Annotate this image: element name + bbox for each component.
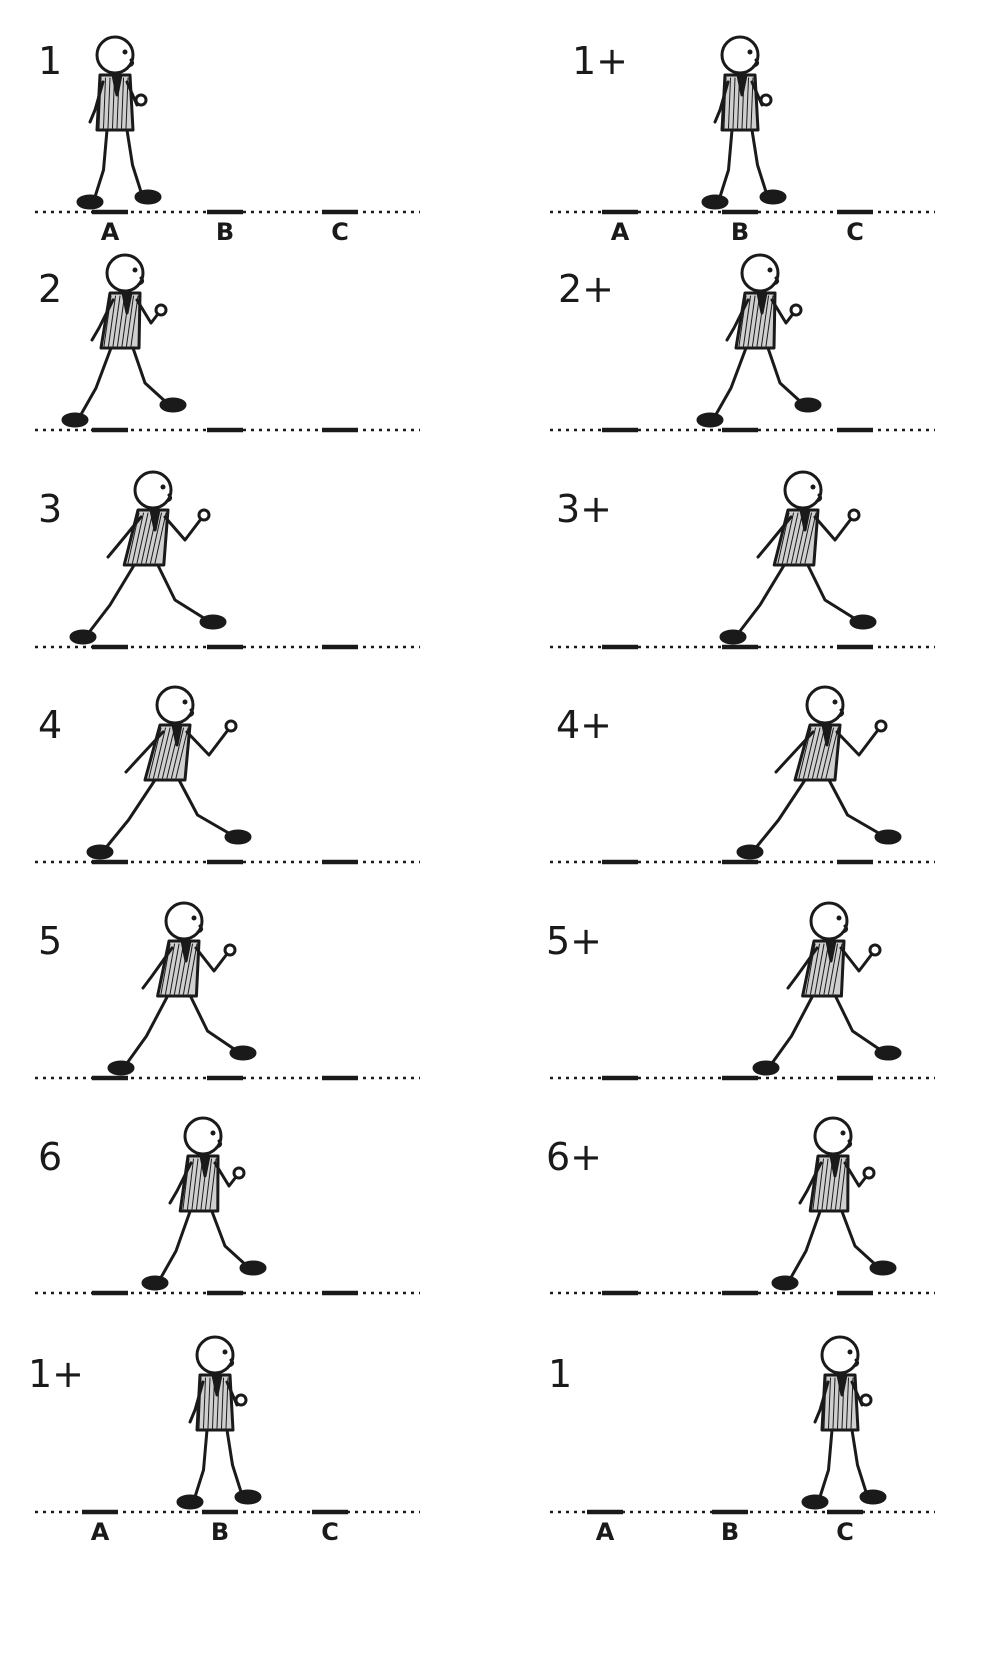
head <box>133 470 173 510</box>
frame-number: 1+ <box>28 1352 85 1396</box>
frame-number: 4+ <box>556 703 613 747</box>
running-man-figure <box>752 901 902 1076</box>
frame-number: 2 <box>38 267 63 311</box>
head <box>820 1335 860 1375</box>
mark-label-a: A <box>595 1518 615 1546</box>
head <box>813 1116 853 1156</box>
mark-label-a: A <box>100 218 120 246</box>
running-man-figure <box>719 470 877 645</box>
head <box>155 685 195 725</box>
head <box>720 35 760 75</box>
mark-label-b: B <box>720 1518 740 1546</box>
mark-label-c: C <box>331 218 349 246</box>
mark-label-b: B <box>730 218 750 246</box>
frame-number: 4 <box>38 703 63 747</box>
frame-number: 1+ <box>572 39 629 83</box>
head <box>95 35 135 75</box>
head <box>195 1335 235 1375</box>
running-man-figure <box>801 1335 887 1510</box>
running-man-figure <box>736 685 902 860</box>
running-man-figure <box>141 1116 267 1291</box>
frame-number: 2+ <box>558 267 615 311</box>
running-man-figure <box>701 35 787 210</box>
head <box>183 1116 223 1156</box>
running-man-figure <box>771 1116 897 1291</box>
frame-number: 6 <box>38 1135 63 1179</box>
head <box>164 901 204 941</box>
mark-label-a: A <box>90 1518 110 1546</box>
running-man-figure <box>86 685 252 860</box>
running-man-figure <box>76 35 162 210</box>
running-man-figure <box>176 1335 262 1510</box>
mark-label-b: B <box>210 1518 230 1546</box>
mark-label-a: A <box>610 218 630 246</box>
head <box>809 901 849 941</box>
running-man-figure <box>696 253 822 428</box>
running-man-figure <box>69 470 227 645</box>
head <box>105 253 145 293</box>
frame-number: 1 <box>548 1352 573 1396</box>
running-man-figure <box>61 253 187 428</box>
frame-number: 3+ <box>556 487 613 531</box>
frame-number: 3 <box>38 487 63 531</box>
head <box>783 470 823 510</box>
head <box>740 253 780 293</box>
frame-number: 1 <box>38 39 63 83</box>
mark-label-c: C <box>846 218 864 246</box>
head <box>805 685 845 725</box>
mark-label-b: B <box>215 218 235 246</box>
mark-label-c: C <box>321 1518 339 1546</box>
frame-number: 5+ <box>546 919 603 963</box>
running-man-figure <box>107 901 257 1076</box>
frame-number: 5 <box>38 919 63 963</box>
mark-label-c: C <box>836 1518 854 1546</box>
frame-number: 6+ <box>546 1135 603 1179</box>
